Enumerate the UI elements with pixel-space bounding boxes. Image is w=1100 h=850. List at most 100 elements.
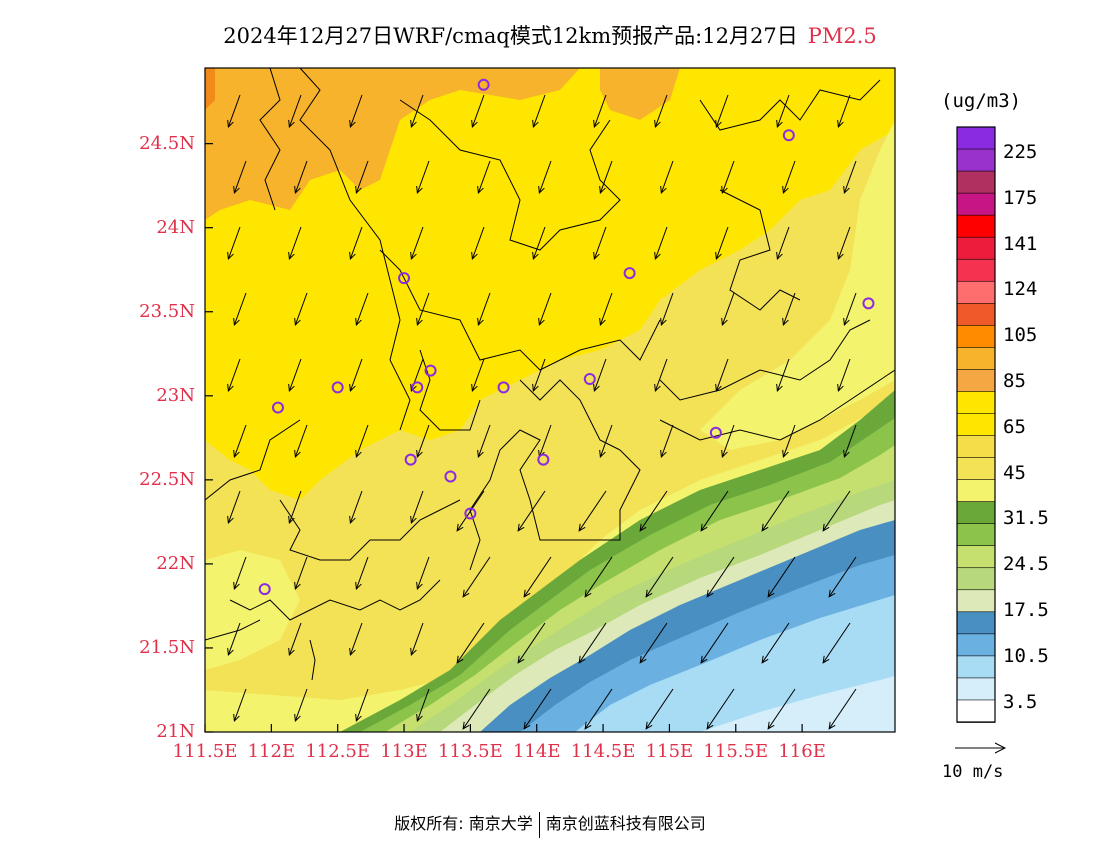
wind-arrow [782, 424, 796, 458]
wind-arrow [538, 160, 552, 194]
wind-arrow [532, 226, 546, 260]
wind-arrow [471, 94, 485, 128]
wind-arrow-head [822, 523, 830, 532]
wind-arrow [471, 358, 485, 392]
wind-arrow-head [761, 655, 769, 664]
x-tick-label: 115.5E [703, 741, 769, 762]
wind-arrow-head [349, 119, 356, 129]
colorbar-label: 65 [1003, 415, 1026, 438]
wind-arrow-head [584, 721, 592, 730]
colorbar-swatch [956, 148, 996, 172]
wind-arrow [700, 490, 729, 532]
wind-arrow-head [233, 581, 240, 591]
wind-arrow-head [532, 251, 539, 261]
wind-arrow-head [477, 185, 484, 195]
wind-arrow [639, 622, 668, 664]
wind-arrow [517, 622, 546, 664]
wind-arrow-head [416, 581, 423, 591]
wind-arrow [288, 622, 302, 656]
wind-arrow-head [837, 383, 844, 393]
wind-arrow-head [477, 449, 484, 459]
wind-arrow-head [654, 251, 661, 261]
wind-arrow [761, 622, 790, 664]
wind-arrow [837, 358, 851, 392]
colorbar-swatch [956, 479, 996, 503]
wind-arrow [462, 556, 491, 598]
wind-arrow-head [233, 449, 240, 459]
wind-arrow-head [227, 251, 234, 261]
wind-arrow [599, 292, 613, 326]
wind-arrow-head [715, 251, 722, 261]
wind-arrow [349, 358, 363, 392]
wind-arrow-head [355, 449, 362, 459]
wind-arrow [593, 94, 607, 128]
wind-arrow [767, 688, 796, 730]
y-tick-label: 22N [156, 552, 195, 574]
wind-arrow [233, 424, 247, 458]
x-tick-label: 113.5E [438, 741, 503, 762]
wind-arrow-head [822, 655, 830, 664]
colorbar-swatch [956, 501, 996, 525]
colorbar-swatch [956, 280, 996, 305]
wind-arrow-head [410, 383, 417, 393]
wind-arrow [532, 94, 546, 128]
colorbar-swatch [956, 435, 996, 459]
colorbar-swatch [956, 302, 996, 327]
colorbar-swatch [956, 523, 996, 547]
wind-arrow-head [477, 317, 484, 327]
footer-right: 南京创蓝科技有限公司 [545, 814, 706, 833]
wind-arrow-head [721, 185, 728, 195]
wind-arrow [355, 424, 369, 458]
wind-arrow [416, 292, 430, 326]
wind-arrow [639, 490, 668, 532]
wind-arrow-head [599, 317, 606, 327]
wind-arrow-head [349, 647, 356, 657]
wind-arrow-head [471, 251, 478, 261]
wind-arrow-head [416, 449, 423, 459]
concentration-field [205, 68, 895, 732]
colorbar-swatch [956, 192, 996, 216]
wind-arrow [843, 160, 857, 194]
colorbar-unit: (ug/m3) [941, 90, 1022, 112]
wind-arrow-head [654, 119, 661, 129]
wind-arrow-head [294, 185, 301, 195]
wind-arrow-head [462, 589, 470, 598]
wind-arrow-head [593, 119, 600, 129]
colorbar-swatch [956, 699, 996, 723]
wind-arrow-head [410, 647, 417, 657]
wind-arrow [288, 226, 302, 260]
wind-arrow-head [349, 251, 356, 261]
station-circle [258, 583, 271, 596]
wind-arrow [416, 424, 430, 458]
wind-arrow [578, 622, 607, 664]
wind-arrow [761, 490, 790, 532]
station-circle [398, 272, 411, 285]
axis-ticks [204, 143, 803, 733]
colorbar-swatch [956, 457, 996, 481]
colorbar-label: 124 [1003, 278, 1038, 301]
wind-arrow [660, 160, 674, 194]
wind-arrow [654, 226, 668, 260]
wind-arrow-head [538, 185, 545, 195]
wind-arrow-head [410, 251, 417, 261]
wind-arrow-head [660, 185, 667, 195]
wind-arrow-head [532, 383, 539, 393]
wind-arrow-head [593, 251, 600, 261]
station-circle [331, 381, 344, 394]
wind-arrow-head [349, 515, 356, 525]
wind-arrow-head [288, 383, 295, 393]
wind-arrow-head [462, 721, 470, 730]
wind-arrow [538, 424, 552, 458]
wind-arrow-head [599, 185, 606, 195]
wind-arrow [355, 292, 369, 326]
y-tick-label: 21.5N [139, 636, 195, 658]
colorbar-label: 10.5 [1003, 644, 1049, 667]
wind-arrow-head [288, 515, 295, 525]
wind-arrow-head [660, 449, 667, 459]
wind-arrow-head [654, 383, 661, 393]
wind-arrow [462, 688, 491, 730]
colorbar-swatch [956, 655, 996, 679]
wind-arrow [776, 226, 790, 260]
wind-arrow-head [416, 185, 423, 195]
wind-arrow [721, 424, 735, 458]
